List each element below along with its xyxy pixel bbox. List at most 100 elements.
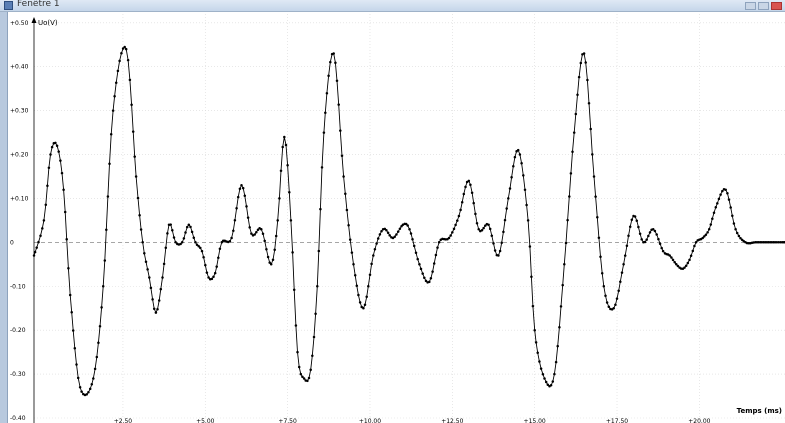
sample-point [378,233,382,236]
sample-point [139,228,143,231]
sample-point [541,372,545,376]
sample-point [279,169,283,172]
sample-point [73,347,77,350]
sample-point [686,261,690,265]
sample-point [724,188,727,191]
sample-point [380,229,383,233]
sample-point [500,241,503,244]
sample-point [660,246,663,250]
sample-point [87,391,90,394]
y-tick-label: -0.20 [10,327,26,334]
sample-point [342,175,345,178]
sample-point [536,351,539,355]
sample-point [604,294,607,298]
sample-point [727,198,731,201]
sample-point [676,264,680,268]
sample-point [185,225,189,229]
sample-point [187,223,191,227]
sample-point [534,341,538,344]
sample-point [561,283,564,287]
sample-point [136,196,140,200]
sample-point [653,229,657,233]
x-tick-labels: +2.50 +5.00 +7.50 +10.00 +12.50 +15.00 +17.50 +… [114,418,711,423]
minimize-icon[interactable] [745,2,756,10]
sample-point [701,236,704,240]
sample-point [180,241,184,244]
window-chart-icon [4,1,13,10]
sample-point [628,225,632,228]
sample-point [322,131,326,134]
sample-point [355,284,359,288]
sample-point [469,183,472,186]
sample-point [138,213,141,217]
y-tick-label: +0.50 [10,20,29,27]
sample-point [148,276,151,279]
x-tick-label: +20.00 [688,418,710,423]
y-tick-label: +0.30 [10,108,29,115]
sample-point [551,380,555,383]
sample-markers [32,45,785,397]
sample-point [32,254,36,257]
sample-point [121,47,125,50]
sample-point [70,311,73,314]
sample-point [218,247,222,251]
sample-point [250,232,253,235]
sample-point [661,249,665,253]
sample-point [263,239,266,243]
sample-point [490,234,494,237]
sample-point [424,279,428,283]
sample-point [171,229,174,232]
sample-point [265,247,268,251]
sample-point [246,216,250,219]
sample-point [93,367,97,371]
sample-point [508,187,512,190]
sample-point [296,350,299,354]
sample-point [67,266,70,270]
sample-point [157,299,161,302]
sample-point [734,227,737,231]
sample-point [574,112,578,116]
sample-point [37,240,40,244]
sample-point [289,219,293,222]
sample-point [329,60,332,64]
maximize-icon[interactable] [758,2,769,10]
close-icon[interactable] [771,2,782,10]
sample-point [503,218,507,222]
sample-point [109,132,113,136]
sample-point [100,306,103,309]
sample-point [320,166,324,169]
sample-point [269,263,273,266]
y-axis-label: Uo(V) [38,19,58,27]
sample-point [691,249,695,253]
sample-point [233,218,237,222]
sample-point [584,61,587,64]
sample-point [334,61,337,64]
sample-point [454,223,457,227]
sample-point [376,237,380,240]
sample-point [671,258,675,262]
sample-point [266,255,270,259]
sample-point [773,241,777,244]
sample-point [281,145,284,149]
sample-point [670,256,673,259]
sample-point [418,263,421,266]
sample-point [432,262,436,265]
sample-point [457,214,461,218]
sample-point [627,234,630,238]
sample-point [472,201,475,205]
sample-point [273,248,276,252]
sample-point [126,58,130,62]
sample-point [134,175,138,178]
sample-point [311,354,314,357]
sample-point [431,270,434,273]
sample-point [194,241,197,244]
sample-point [531,304,535,308]
sample-point [396,230,400,233]
sample-point [421,272,424,275]
sample-point [596,216,599,219]
sample-point [274,234,278,238]
sample-point [615,297,619,300]
sample-point [228,239,232,243]
sample-point [719,193,722,196]
